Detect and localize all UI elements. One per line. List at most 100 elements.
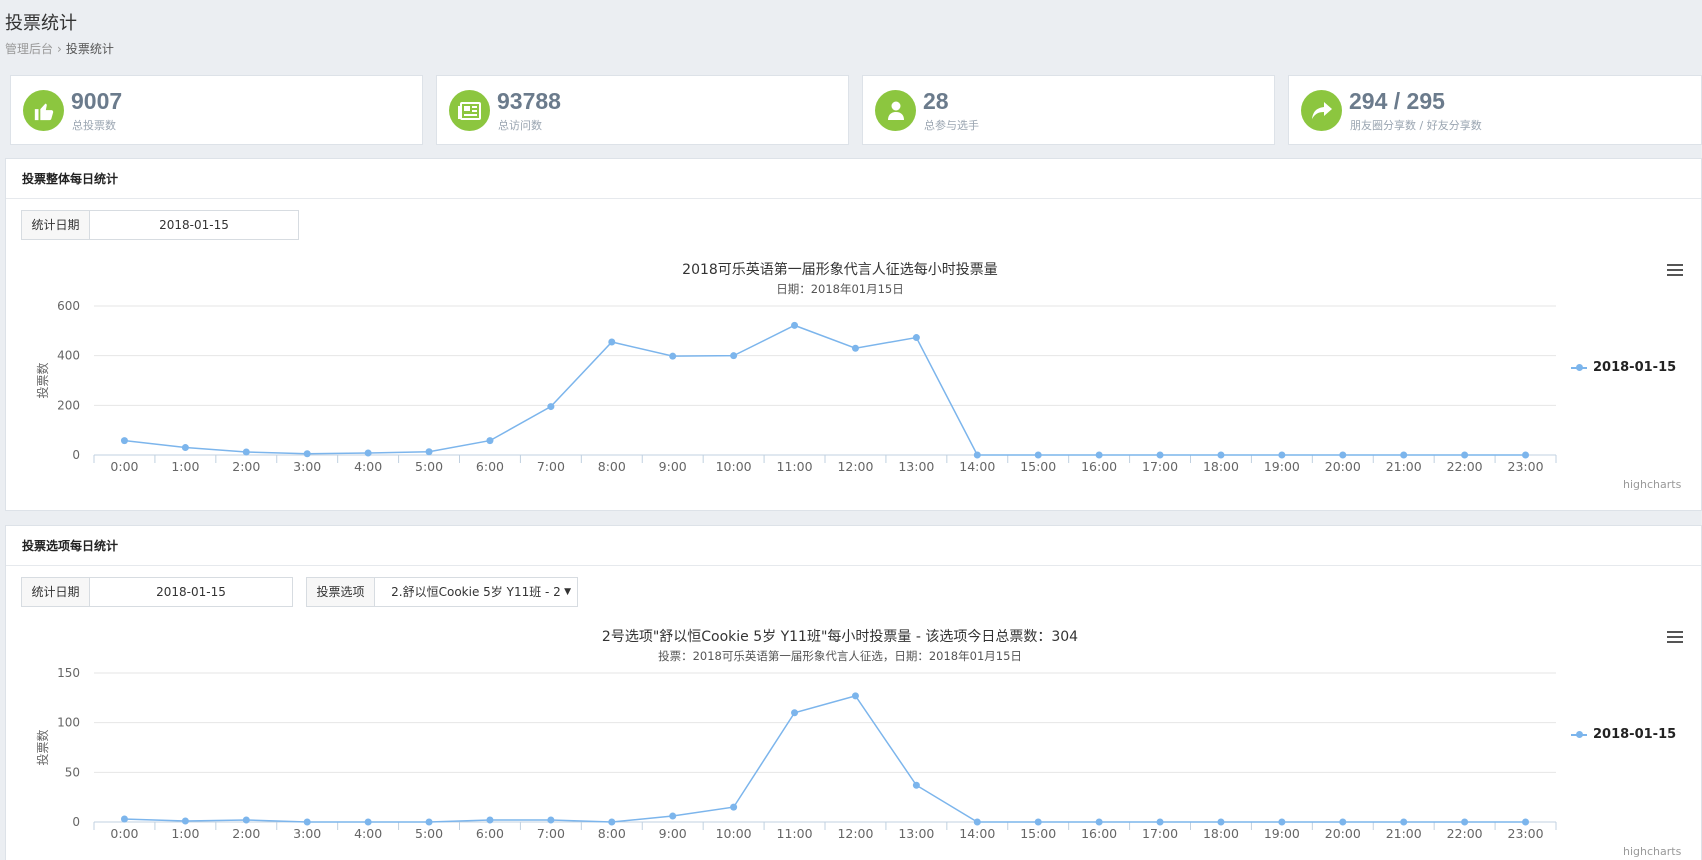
chart-credits[interactable]: highcharts — [1623, 845, 1682, 858]
legend-marker-icon — [1571, 363, 1587, 371]
x-tick-label: 2:00 — [232, 459, 260, 474]
data-point — [486, 816, 494, 824]
x-tick-label: 11:00 — [777, 826, 813, 841]
data-point — [851, 344, 859, 352]
stat-card-total-contestants: 28 总参与选手 — [862, 75, 1275, 145]
y-tick-label: 50 — [65, 765, 80, 779]
x-tick-label: 7:00 — [537, 826, 565, 841]
option-label: 投票选项 — [307, 578, 375, 606]
chart-credits[interactable]: highcharts — [1623, 478, 1682, 491]
series-line — [124, 324, 1526, 456]
data-point — [730, 803, 738, 811]
y-tick-label: 0 — [72, 815, 80, 829]
panel-title: 投票整体每日统计 — [6, 159, 1701, 199]
stat-label: 总访问数 — [498, 119, 542, 132]
newspaper-icon — [449, 90, 490, 131]
stat-card-shares: 294 / 295 朋友圈分享数 / 好友分享数 — [1288, 75, 1702, 145]
option-select[interactable]: 2.舒以恒Cookie 5岁 Y11班 - 2 ▼ — [375, 578, 577, 606]
option-field: 投票选项 2.舒以恒Cookie 5岁 Y11班 - 2 ▼ — [306, 577, 578, 607]
data-point — [1095, 451, 1103, 459]
x-tick-label: 16:00 — [1081, 826, 1117, 841]
x-tick-label: 6:00 — [476, 459, 504, 474]
data-point — [1156, 818, 1164, 826]
data-point — [242, 448, 250, 456]
data-point — [1278, 451, 1286, 459]
breadcrumb-separator-icon: › — [57, 42, 62, 56]
x-tick-label: 7:00 — [537, 459, 565, 474]
date-input[interactable]: 2018-01-15 — [159, 218, 229, 232]
date-input[interactable]: 2018-01-15 — [156, 585, 226, 599]
data-point — [1034, 818, 1042, 826]
x-tick-label: 4:00 — [354, 459, 382, 474]
stat-label: 朋友圈分享数 / 好友分享数 — [1350, 119, 1482, 132]
x-tick-label: 14:00 — [959, 459, 995, 474]
data-point — [1522, 451, 1530, 459]
x-tick-label: 23:00 — [1508, 826, 1544, 841]
data-point — [973, 818, 981, 826]
date-label: 统计日期 — [22, 578, 90, 606]
x-tick-label: 4:00 — [354, 826, 382, 841]
data-point — [547, 403, 555, 411]
stat-value: 93788 — [497, 88, 561, 114]
data-point — [364, 449, 372, 457]
y-axis-label: 投票数 — [35, 362, 50, 398]
data-point — [912, 781, 920, 789]
breadcrumb-current: 投票统计 — [65, 42, 114, 56]
data-point — [1217, 451, 1225, 459]
data-point — [669, 812, 677, 820]
date-field: 统计日期 2018-01-15 — [21, 210, 299, 240]
x-tick-label: 3:00 — [293, 459, 321, 474]
x-tick-label: 2:00 — [232, 826, 260, 841]
x-tick-label: 18:00 — [1203, 459, 1239, 474]
stat-value: 9007 — [71, 88, 123, 114]
chart-title: 2号选项"舒以恒Cookie 5岁 Y11班"每小时投票量 - 该选项今日总票数… — [602, 629, 1078, 645]
x-tick-label: 21:00 — [1386, 459, 1422, 474]
panel-title: 投票选项每日统计 — [6, 526, 1701, 566]
data-point — [303, 450, 311, 458]
data-point — [1522, 818, 1530, 826]
legend-label: 2018-01-15 — [1593, 360, 1677, 375]
data-point — [1217, 818, 1225, 826]
stat-label: 总投票数 — [72, 119, 116, 132]
breadcrumb-home[interactable]: 管理后台 — [5, 42, 54, 56]
x-tick-label: 20:00 — [1325, 826, 1361, 841]
data-point — [851, 692, 859, 700]
data-point — [120, 437, 128, 445]
stat-card-total-visits: 93788 总访问数 — [436, 75, 849, 145]
y-tick-label: 100 — [57, 716, 80, 730]
data-point — [973, 451, 981, 459]
data-point — [547, 816, 555, 824]
option-select-value: 2.舒以恒Cookie 5岁 Y11班 - 2 — [391, 585, 561, 599]
legend-marker-icon — [1571, 730, 1587, 738]
chart-legend[interactable]: 2018-01-15 — [1571, 360, 1676, 375]
y-tick-label: 0 — [72, 448, 80, 462]
option-daily-stats-panel: 投票选项每日统计 统计日期 2018-01-15 投票选项 2.舒以恒Cooki… — [5, 525, 1702, 860]
x-tick-label: 9:00 — [659, 826, 687, 841]
x-tick-label: 23:00 — [1508, 459, 1544, 474]
data-point — [669, 352, 677, 360]
chart-menu-icon[interactable] — [1667, 264, 1683, 278]
x-tick-label: 1:00 — [171, 826, 199, 841]
x-tick-label: 19:00 — [1264, 459, 1300, 474]
chart-legend[interactable]: 2018-01-15 — [1571, 727, 1676, 742]
data-point — [1034, 451, 1042, 459]
stat-card-total-votes: 9007 总投票数 — [10, 75, 423, 145]
stat-value: 294 / 295 — [1349, 88, 1445, 114]
x-tick-label: 1:00 — [171, 459, 199, 474]
x-tick-label: 12:00 — [837, 826, 873, 841]
page-title: 投票统计 — [5, 13, 77, 34]
y-tick-label: 200 — [57, 398, 80, 412]
x-tick-label: 13:00 — [898, 826, 934, 841]
x-tick-label: 3:00 — [293, 826, 321, 841]
stat-label: 总参与选手 — [924, 119, 979, 132]
breadcrumb: 管理后台 › 投票统计 — [5, 40, 114, 57]
chart-menu-icon[interactable] — [1667, 631, 1683, 645]
y-tick-label: 600 — [57, 299, 80, 313]
data-point — [608, 338, 616, 346]
share-icon — [1301, 90, 1342, 131]
series-line — [124, 694, 1526, 823]
chart-subtitle: 日期：2018年01月15日 — [776, 282, 904, 296]
x-tick-label: 15:00 — [1020, 459, 1056, 474]
data-point — [181, 817, 189, 825]
